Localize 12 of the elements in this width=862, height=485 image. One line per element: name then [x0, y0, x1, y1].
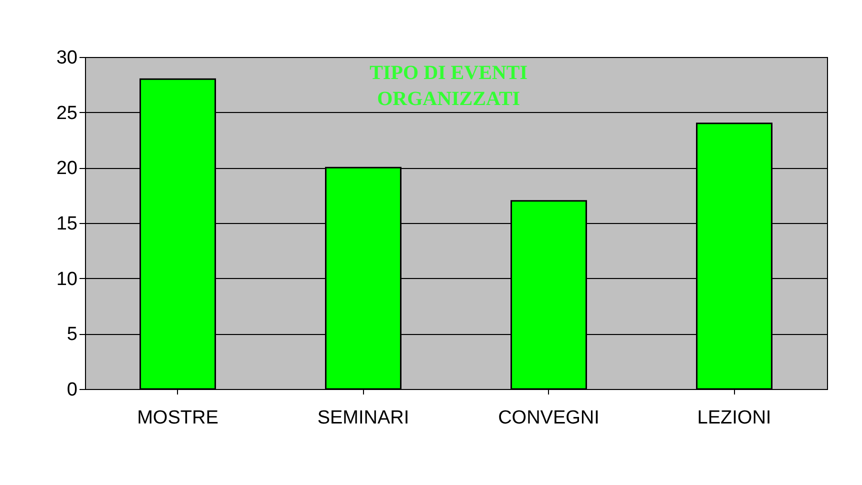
x-tick-label: MOSTRE — [137, 408, 218, 428]
y-tick-label: 0 — [66, 380, 78, 400]
x-tick-label: SEMINARI — [317, 408, 410, 428]
y-tick-label: 15 — [56, 214, 78, 234]
y-tick-label: 5 — [66, 324, 78, 346]
y-tick-label: 20 — [56, 158, 78, 180]
y-tick-label: 10 — [56, 268, 78, 290]
y-tick-label: 25 — [56, 102, 78, 124]
x-tick-label: LEZIONI — [697, 408, 772, 428]
text: TIPO DI EVENTI ORGANIZZATI — [370, 62, 528, 110]
y-tick-label: 30 — [56, 48, 78, 68]
x-tick-label: CONVEGNI — [498, 408, 600, 428]
